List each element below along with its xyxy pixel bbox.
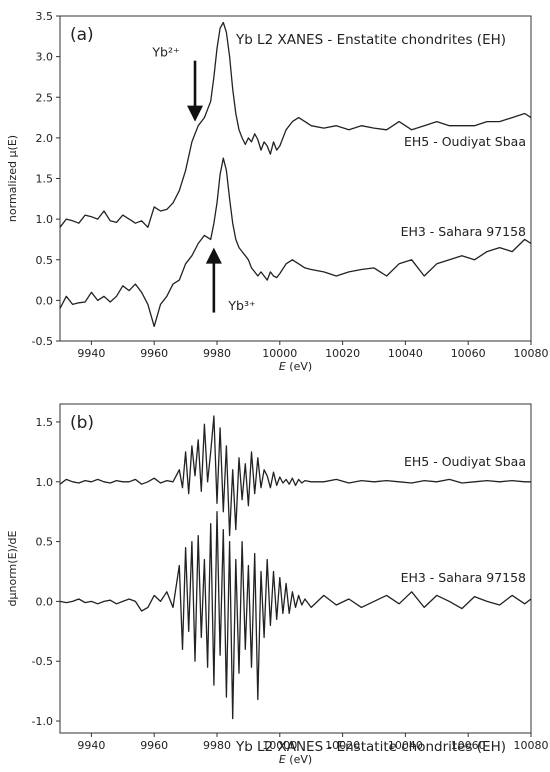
panel-a: 9940 9960 9980 10000 10020 10040 10060 10080 -0.… bbox=[6, 10, 549, 373]
y-tick-label: -0.5 bbox=[32, 655, 53, 668]
y-tick-label: 1.0 bbox=[36, 213, 54, 226]
x-tick-label: 10060 bbox=[451, 347, 486, 360]
panel-label: (b) bbox=[70, 413, 94, 433]
y-tick-label: 3.0 bbox=[36, 51, 54, 64]
x-axis-label-unit: (eV) bbox=[286, 753, 312, 766]
x-tick-label: 10040 bbox=[388, 739, 423, 752]
x-tick-label: 10020 bbox=[325, 739, 360, 752]
x-tick-label: 9960 bbox=[140, 347, 168, 360]
x-tick-label: 10080 bbox=[514, 347, 549, 360]
x-tick-label: 10000 bbox=[262, 739, 297, 752]
y-tick-label: 1.0 bbox=[36, 476, 54, 489]
x-tick-label: 9940 bbox=[77, 739, 105, 752]
series-label-eh3: EH3 - Sahara 97158 bbox=[401, 570, 526, 585]
chart-title: Yb L2 XANES - Enstatite chondrites (EH) bbox=[235, 739, 506, 755]
x-tick-label: 10020 bbox=[325, 347, 360, 360]
x-axis-label: E (eV) bbox=[279, 360, 312, 373]
x-axis-label: E (eV) bbox=[279, 753, 312, 766]
series-line-eh3 bbox=[59, 157, 532, 328]
y-tick-label: 2.5 bbox=[36, 91, 54, 104]
x-tick-label: 9940 bbox=[77, 347, 105, 360]
y-tick-label: -1.0 bbox=[32, 715, 53, 728]
y-axis-label: dμnorm(E)/dE bbox=[6, 531, 19, 607]
annotation-yb2: Yb²⁺ bbox=[151, 45, 179, 60]
x-tick-label: 9980 bbox=[203, 739, 231, 752]
y-tick-label: 3.5 bbox=[36, 10, 54, 23]
series-line-eh3 bbox=[59, 511, 532, 720]
y-tick-label: 1.5 bbox=[36, 416, 54, 429]
series-label-eh5: EH5 - Oudiyat Sbaa bbox=[404, 454, 526, 469]
y-tick-label: 0.5 bbox=[36, 536, 54, 549]
series-line-eh5 bbox=[59, 415, 531, 537]
x-axis-label-unit: (eV) bbox=[286, 360, 312, 373]
x-tick-label: 9960 bbox=[140, 739, 168, 752]
arrow-head bbox=[205, 247, 222, 264]
y-tick-label: 0.0 bbox=[36, 294, 54, 307]
x-axis-label-variable: E bbox=[279, 360, 286, 373]
x-tick-label: 10040 bbox=[388, 347, 423, 360]
x-tick-label: 10080 bbox=[514, 739, 549, 752]
panel-label: (a) bbox=[70, 25, 94, 45]
annotation-yb3: Yb³⁺ bbox=[227, 298, 255, 313]
y-axis-label: normalized μ(E) bbox=[6, 135, 19, 222]
panel-b-frame bbox=[59, 403, 532, 734]
panel-b: 9940 9960 9980 10000 10020 10040 10060 10080 -1.… bbox=[6, 403, 549, 766]
panel-a-frame bbox=[59, 15, 532, 342]
series-label-eh3: EH3 - Sahara 97158 bbox=[401, 224, 526, 239]
y-tick-label: 0.5 bbox=[36, 254, 54, 267]
y-tick-label: 0.0 bbox=[36, 595, 54, 608]
y-tick-label: 2.0 bbox=[36, 132, 54, 145]
y-tick-label: 1.5 bbox=[36, 173, 54, 186]
arrow-head bbox=[187, 105, 204, 122]
y-tick-label: -0.5 bbox=[32, 335, 53, 348]
series-line-eh5 bbox=[59, 21, 532, 228]
x-tick-label: 10000 bbox=[262, 347, 297, 360]
series-label-eh5: EH5 - Oudiyat Sbaa bbox=[404, 134, 526, 149]
x-axis-label-variable: E bbox=[279, 753, 286, 766]
x-tick-label: 9980 bbox=[203, 347, 231, 360]
chart-title: Yb L2 XANES - Enstatite chondrites (EH) bbox=[235, 32, 506, 48]
x-tick-label: 10060 bbox=[451, 739, 486, 752]
